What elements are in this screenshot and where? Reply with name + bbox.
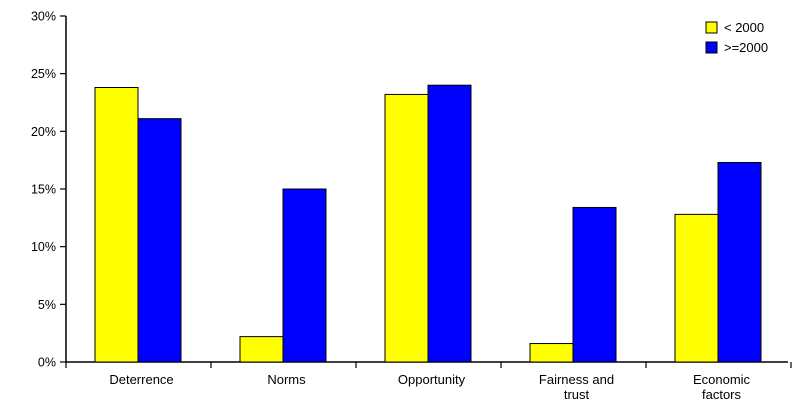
legend-swatch [705, 21, 718, 34]
legend-swatch [705, 41, 718, 54]
y-tick-label: 0% [38, 356, 56, 370]
legend: < 2000 >=2000 [705, 20, 768, 55]
bar-from-2000 [137, 118, 182, 363]
legend-label: < 2000 [724, 20, 764, 35]
y-axis: 0% 5% 10% 15% 20% 25% 30% [31, 10, 67, 370]
x-category-label-line: Opportunity [398, 372, 466, 387]
x-category-label: Economic factors [693, 372, 751, 401]
x-category-label: Deterrence [109, 372, 173, 387]
y-tick-label: 25% [31, 67, 56, 81]
bar-before-2000 [384, 93, 429, 363]
x-category-label-line: Economic [693, 372, 751, 387]
x-category-label-line: trust [564, 387, 590, 401]
x-category-label-line: Norms [267, 372, 306, 387]
bars [94, 84, 762, 363]
bar-from-2000 [282, 188, 327, 363]
x-category-label-line: Fairness and [539, 372, 614, 387]
legend-label: >=2000 [724, 40, 768, 55]
x-axis: Deterrence Norms Opportunity Fairness and tr… [65, 361, 792, 401]
y-tick-label: 20% [31, 125, 56, 139]
x-category-label-line: factors [702, 387, 742, 401]
bar-before-2000 [239, 336, 284, 363]
bar-before-2000 [94, 87, 139, 363]
x-category-label: Opportunity [398, 372, 466, 387]
x-category-label: Fairness and trust [539, 372, 614, 401]
y-tick-label: 5% [38, 298, 56, 312]
y-tick-label: 15% [31, 183, 56, 197]
bar-before-2000 [674, 213, 719, 363]
y-tick-label: 30% [31, 10, 56, 24]
bar-before-2000 [529, 343, 574, 363]
x-category-label: Norms [267, 372, 306, 387]
bar-from-2000 [717, 161, 762, 363]
y-tick-label: 10% [31, 240, 56, 254]
x-category-label-line: Deterrence [109, 372, 173, 387]
bar-from-2000 [427, 84, 472, 363]
bar-from-2000 [572, 206, 617, 363]
